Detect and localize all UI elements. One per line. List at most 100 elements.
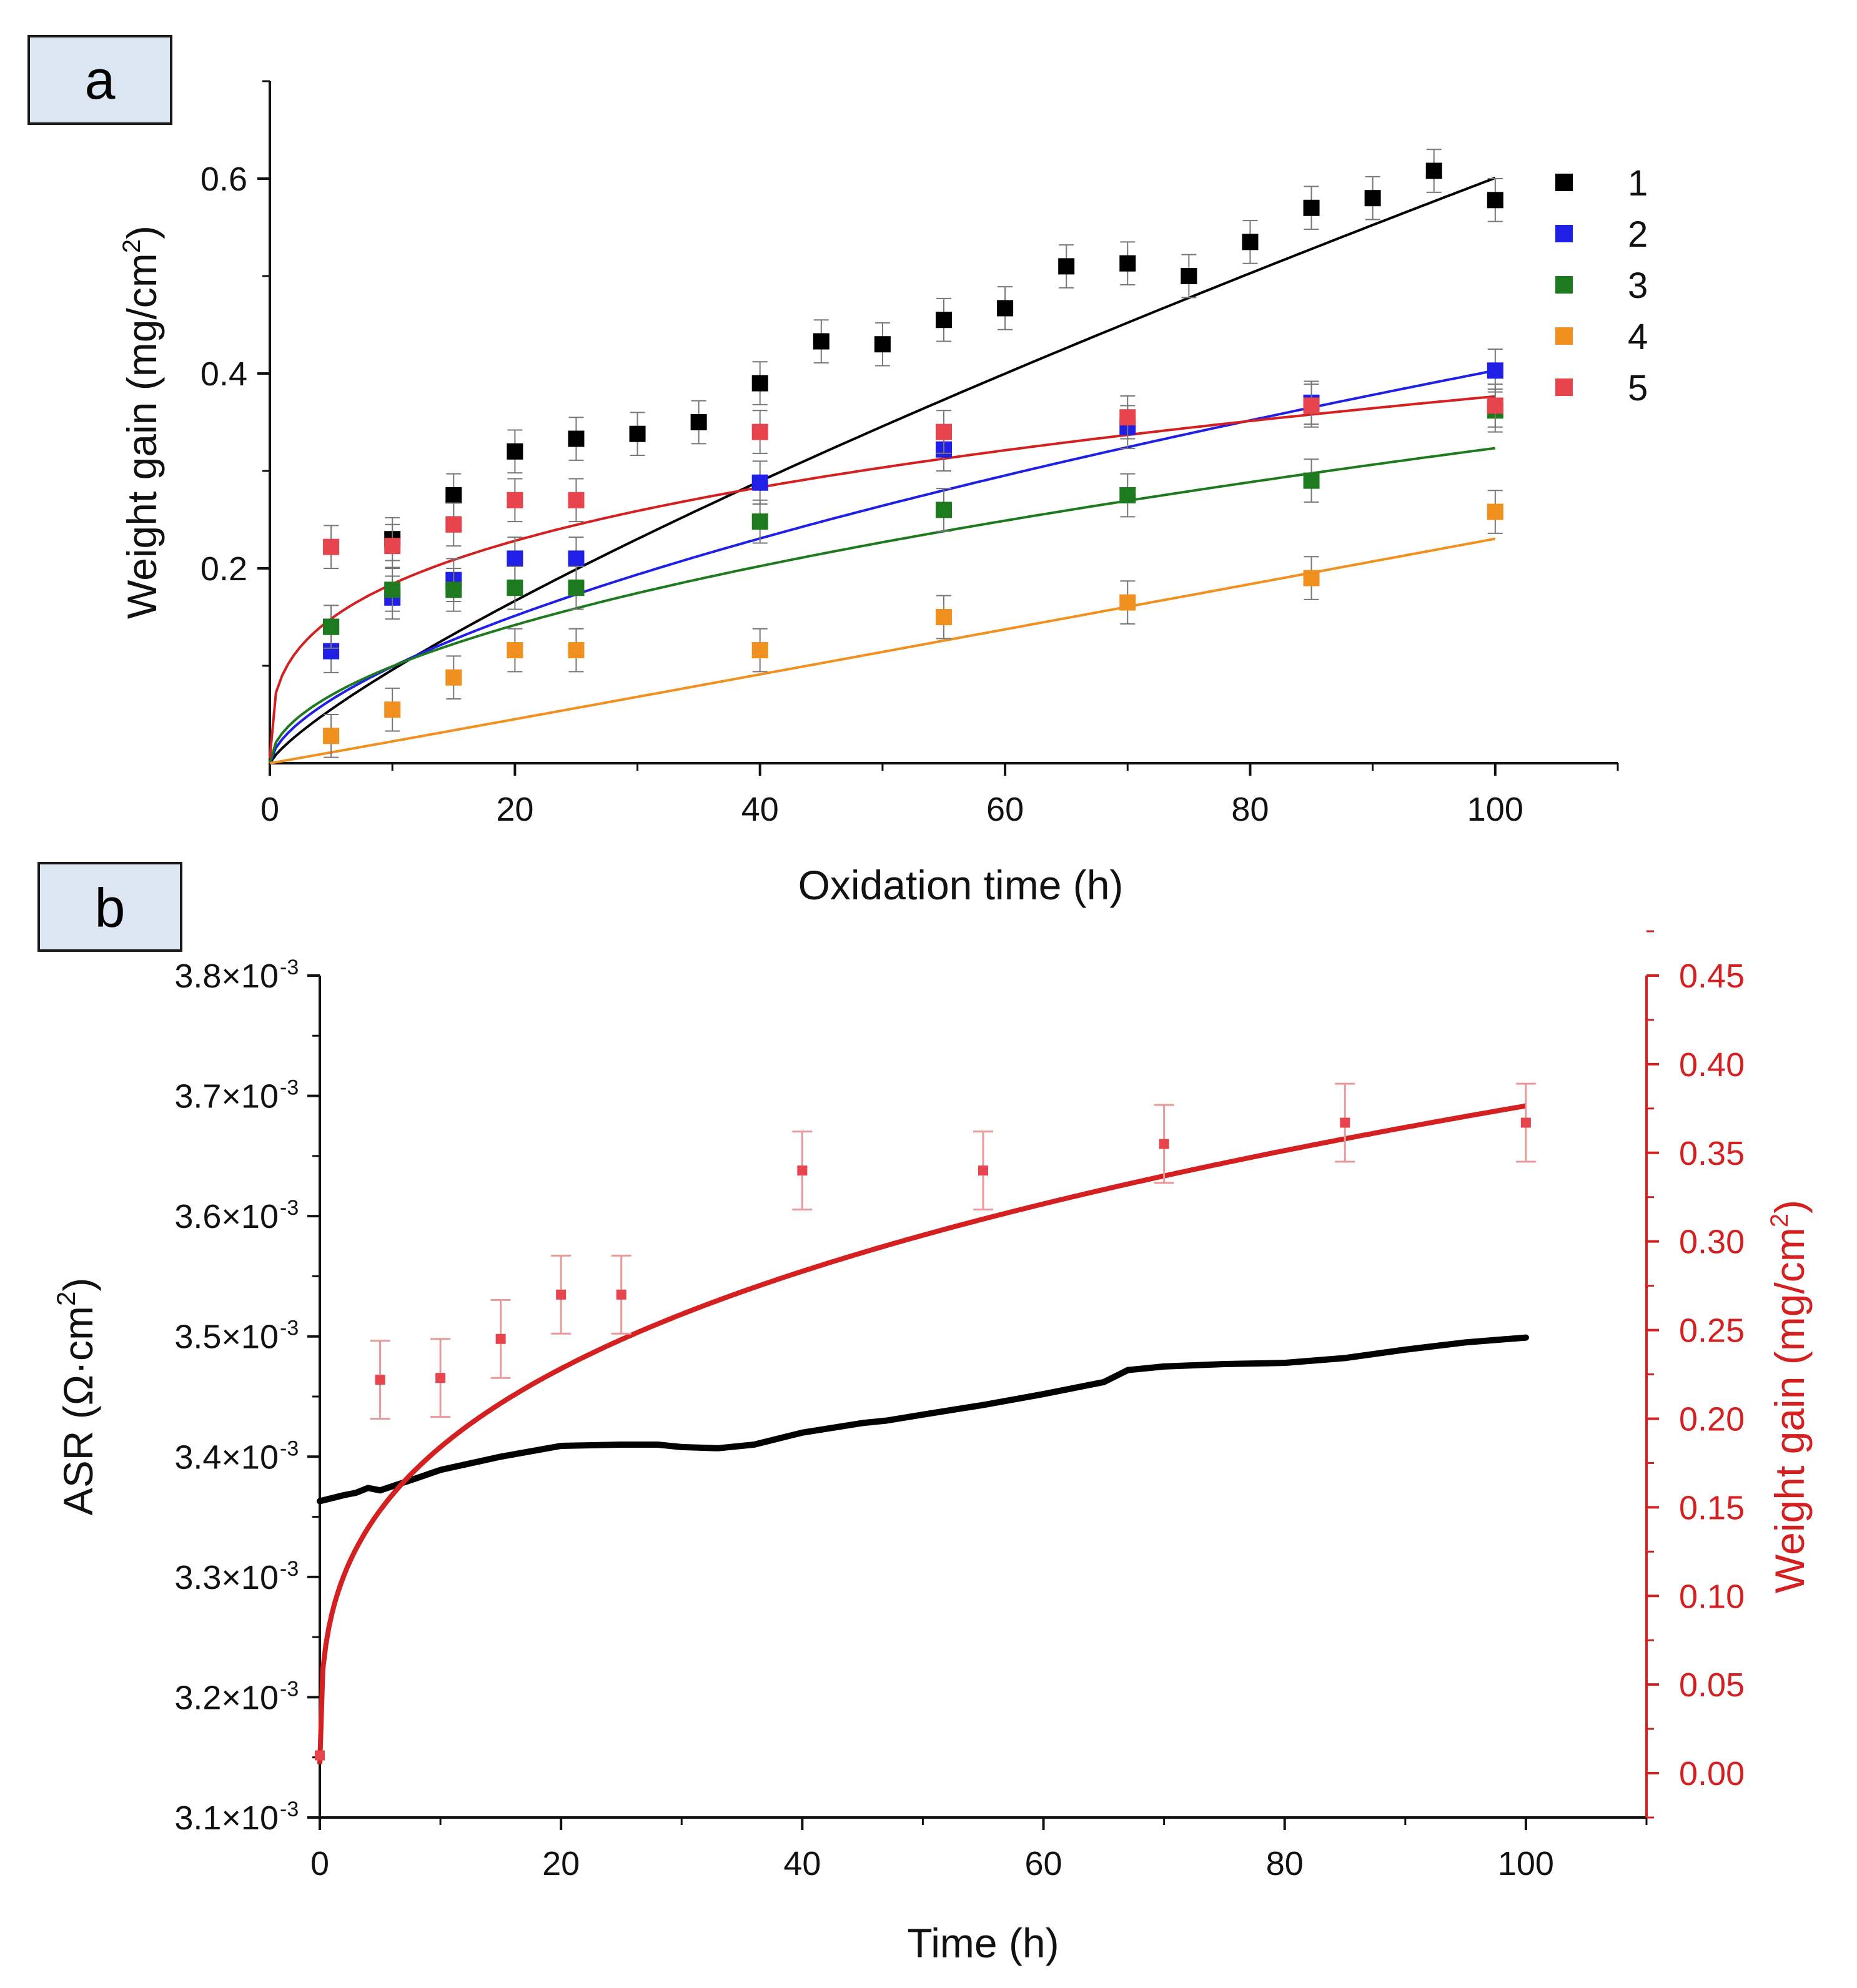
panel-a-x-axis-title: Oxidation time (h) [798, 862, 1124, 908]
panel-b-left-tick-label: 3.6×10 [174, 1198, 279, 1235]
panel-a-legend-label-5: 5 [1628, 368, 1648, 408]
panel-b-right-axis-title-sup: 2 [1766, 1214, 1793, 1227]
panel-b-weight-gain-fit-group [317, 1103, 1527, 1764]
panel-b-weight-gain-point [797, 1165, 808, 1176]
panel-a-x-tick-label: 100 [1467, 791, 1523, 828]
panel-a-point-series-5 [323, 538, 340, 555]
panel-a-point-series-5 [1119, 409, 1136, 426]
panel-b-right-axis-title-tail: ) [1766, 1200, 1813, 1214]
panel-b-left-tick-exponent: -3 [280, 1798, 299, 1821]
panel-b-left-tick-label: 3.2×10 [174, 1679, 279, 1716]
panel-b: b 0 20 40 60 80 100 3.1×10 -33.2×10 -33.3×10 -33… [37, 862, 1813, 1966]
panel-a-point-series-5 [445, 516, 462, 533]
panel-a-fit-line-series-1 [269, 176, 1496, 764]
panel-a-y-axis-title-sup: 2 [118, 239, 146, 253]
panel-a-point-series-1 [1181, 268, 1197, 284]
panel-b-left-tick-label: 3.7×10 [174, 1078, 279, 1115]
panel-b-right-tick-label: 0.35 [1679, 1135, 1745, 1172]
panel-b-weight-gain-points [315, 1082, 1536, 1761]
panel-a-label: a [85, 49, 116, 111]
panel-b-right-tick-label: 0.45 [1679, 957, 1745, 995]
panel-b-weight-gain-point [616, 1289, 626, 1300]
panel-b-left-tick-exponent: -3 [280, 1557, 299, 1581]
panel-a-y-tick-label: 0.2 [201, 550, 247, 588]
panel-b-right-tick-label: 0.00 [1679, 1755, 1745, 1793]
panel-a-x-tick-label: 20 [496, 791, 533, 828]
panel-a-point-series-4 [445, 669, 462, 686]
panel-b-left-tick-exponent: -3 [280, 956, 299, 979]
panel-b-right-tick-label: 0.10 [1679, 1578, 1745, 1615]
panel-b-left-tick-label: 3.8×10 [174, 957, 279, 995]
panel-a-fit-line-series-2 [269, 369, 1496, 764]
panel-b-label: b [95, 877, 126, 939]
panel-b-right-tick-label: 0.05 [1679, 1666, 1745, 1704]
panel-a-point-series-1 [507, 443, 523, 460]
panel-a-legend-marker-1 [1555, 174, 1573, 191]
panel-a-point-series-3 [384, 581, 401, 598]
panel-b-left-tick-label: 3.3×10 [174, 1559, 279, 1596]
panel-a-point-series-5 [384, 538, 401, 555]
panel-b-left-axis-title-tail: ) [55, 1278, 101, 1292]
panel-b-right-tick-label: 0.15 [1679, 1489, 1745, 1526]
panel-a-legend: 1 2 3 4 5 [1555, 163, 1648, 408]
panel-b-right-tick-label: 0.25 [1679, 1312, 1745, 1350]
panel-a-point-series-1 [629, 425, 646, 442]
panel-a-point-series-1 [1119, 255, 1136, 272]
panel-a-point-series-4 [507, 642, 523, 659]
panel-a-data-points [323, 149, 1503, 758]
panel-a-point-series-4 [751, 642, 768, 659]
panel-b-left-ticks: 3.1×10 -33.2×10 -33.3×10 -33.4×10 -33.5×10 -3… [174, 956, 320, 1837]
panel-a: a 0 20 40 60 80 100 0.2 0.4 0.6 1 2 3 4 5 Oxidation… [27, 35, 1648, 908]
panel-a-legend-marker-2 [1555, 225, 1573, 242]
panel-a-point-series-3 [568, 580, 585, 596]
panel-b-right-axis-title: Weight gain (mg/cm2) [1766, 1200, 1813, 1593]
panel-a-point-series-3 [1119, 487, 1136, 503]
panel-a-point-series-4 [568, 642, 585, 659]
panel-a-y-tick-label: 0.6 [201, 161, 247, 198]
panel-a-x-ticks: 0 20 40 60 80 100 [260, 763, 1619, 828]
panel-b-right-tick-label: 0.20 [1679, 1400, 1745, 1438]
panel-a-point-series-3 [751, 513, 768, 530]
panel-a-point-series-3 [445, 581, 462, 598]
panel-a-point-series-3 [936, 502, 952, 518]
panel-b-weight-gain-point [978, 1165, 988, 1176]
panel-a-point-series-5 [936, 423, 952, 440]
panel-a-y-axis-title-tail: ) [119, 225, 165, 239]
panel-a-fit-line-series-5 [269, 395, 1495, 759]
panel-b-x-tick-label: 60 [1025, 1845, 1062, 1882]
panel-a-point-series-1 [1487, 192, 1503, 209]
panel-a-point-series-5 [751, 423, 768, 440]
panel-b-x-ticks: 0 20 40 60 80 100 [310, 1817, 1648, 1882]
panel-a-point-series-3 [323, 618, 340, 635]
panel-a-point-series-1 [445, 487, 462, 503]
panel-b-x-tick-label: 40 [783, 1845, 821, 1882]
panel-b-right-axis-title-main: Weight gain (mg/cm [1766, 1227, 1813, 1593]
panel-a-point-series-2 [751, 474, 768, 491]
panel-b-left-tick-exponent: -3 [280, 1317, 299, 1340]
panel-a-legend-label-1: 1 [1628, 163, 1648, 204]
panel-a-point-series-1 [1242, 234, 1259, 250]
panel-b-weight-gain-point [435, 1373, 446, 1383]
panel-a-point-series-1 [1303, 199, 1320, 216]
panel-b-weight-gain-fit-line [317, 1103, 1527, 1764]
panel-a-x-tick-label: 60 [986, 791, 1024, 828]
panel-b-left-tick-exponent: -3 [280, 1196, 299, 1220]
panel-b-left-tick-label: 3.4×10 [174, 1438, 279, 1476]
panel-a-label-box [27, 35, 172, 125]
panel-b-x-axis-title: Time (h) [907, 1920, 1059, 1966]
panel-a-point-series-5 [507, 492, 523, 508]
panel-a-point-series-3 [507, 580, 523, 596]
panel-a-point-series-5 [568, 492, 585, 508]
panel-b-weight-gain-point [1340, 1117, 1350, 1128]
panel-b-x-tick-label: 100 [1498, 1845, 1554, 1882]
panel-a-y-axis-title-main: Weight gain (mg/cm [119, 253, 165, 619]
panel-b-weight-gain-point [495, 1333, 506, 1344]
panel-b-weight-gain-point [1520, 1117, 1531, 1128]
panel-a-point-series-4 [1487, 503, 1503, 520]
panel-b-left-axis-title-main: ASR (Ω·cm [55, 1306, 101, 1515]
panel-a-point-series-4 [323, 728, 340, 744]
panel-b-left-tick-label: 3.5×10 [174, 1318, 279, 1356]
panel-a-point-series-2 [507, 550, 523, 567]
panel-a-point-series-1 [1425, 162, 1442, 179]
